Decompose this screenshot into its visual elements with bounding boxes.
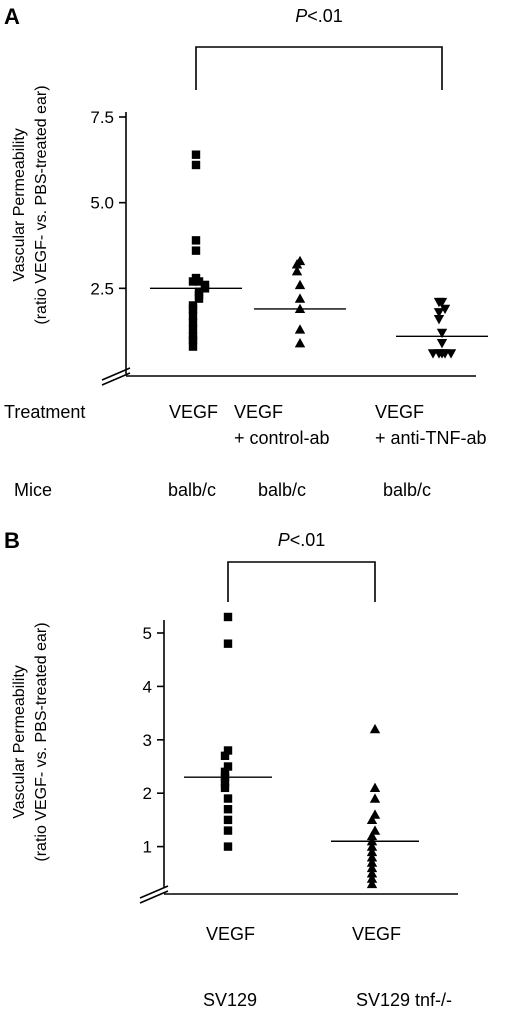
data-point <box>191 150 201 159</box>
data-point <box>366 830 378 841</box>
data-point <box>220 751 230 761</box>
panel-b-letter: B <box>4 528 20 553</box>
data-point <box>188 318 198 327</box>
p-value-label: P<.01 <box>295 6 343 26</box>
data-point <box>366 878 378 889</box>
data-point <box>194 294 204 303</box>
data-point <box>223 815 233 825</box>
data-point <box>188 335 198 344</box>
group-b2-mice: SV129 tnf-/- <box>356 990 452 1010</box>
data-point <box>369 782 381 793</box>
data-point <box>433 297 445 308</box>
data-point <box>366 868 378 878</box>
data-point <box>220 783 230 793</box>
data-point <box>445 349 457 359</box>
treatment-row-label: Treatment <box>4 402 85 422</box>
data-point <box>294 279 306 290</box>
group-a3-label-line1: VEGF <box>375 402 424 422</box>
panel-a-letter: A <box>4 4 20 29</box>
panel-b-significance-bracket: P<.01 <box>227 530 376 602</box>
data-point <box>369 793 381 803</box>
panel-b-ylabel: Vascular Permeability (ratio VEGF- vs. P… <box>11 622 50 861</box>
data-point <box>436 328 448 339</box>
data-point <box>188 277 198 286</box>
panel-a-significance-bracket: P<.01 <box>195 6 443 90</box>
data-point <box>188 311 198 320</box>
data-point <box>439 304 451 315</box>
panel-a: A Vascular Permeability (ratio VEGF- vs.… <box>4 4 488 500</box>
y-tick-label: 5.0 <box>90 194 114 213</box>
data-point <box>220 767 230 777</box>
panel-a-y-ticks: 2.5 5.0 7.5 <box>90 108 126 298</box>
y-tick-label: 5 <box>143 624 152 643</box>
y-tick-label: 2 <box>143 784 152 803</box>
y-tick-label: 1 <box>143 838 152 857</box>
data-point <box>223 612 233 622</box>
y-tick-label: 3 <box>143 731 152 750</box>
data-point <box>291 259 303 269</box>
data-point <box>223 842 233 851</box>
data-point <box>291 266 303 276</box>
data-point <box>188 342 198 351</box>
y-tick-label: 7.5 <box>90 108 114 127</box>
data-point <box>191 160 201 170</box>
panel-b-ylabel-line2: (ratio VEGF- vs. PBS-treated ear) <box>33 622 50 861</box>
group-a3-mice: balb/c <box>383 480 431 500</box>
panel-b-data-marks <box>184 612 419 889</box>
group-a3-label-line2: + anti-TNF-ab <box>375 428 487 448</box>
data-point <box>191 246 201 255</box>
panel-b-ylabel-line1: Vascular Permeability <box>11 665 28 819</box>
panel-a-axis-break <box>101 367 131 386</box>
y-tick-label: 4 <box>143 677 152 696</box>
group-b2-label: VEGF <box>352 924 401 944</box>
data-point <box>366 857 378 867</box>
data-point <box>366 814 378 825</box>
data-point <box>294 293 306 303</box>
data-point <box>223 639 233 648</box>
group-b1-label: VEGF <box>206 924 255 944</box>
data-point <box>427 349 439 359</box>
y-tick-label: 2.5 <box>90 279 114 298</box>
group-a1-label: VEGF <box>169 402 218 422</box>
data-point <box>369 723 381 734</box>
group-a1-mice: balb/c <box>168 480 216 500</box>
panel-a-ylabel-line2: (ratio VEGF- vs. PBS-treated ear) <box>33 85 50 324</box>
data-point <box>223 805 233 814</box>
group-a2-label-line2: + control-ab <box>234 428 330 448</box>
data-point <box>223 746 233 755</box>
data-point <box>223 826 233 835</box>
data-point <box>433 308 445 318</box>
panel-b: B Vascular Permeability (ratio VEGF- vs.… <box>4 528 458 1010</box>
data-point <box>188 325 198 334</box>
data-point <box>366 862 378 873</box>
p-value-label: P<.01 <box>278 530 326 550</box>
data-point <box>366 873 378 883</box>
data-point <box>223 794 233 803</box>
data-point <box>191 236 201 245</box>
data-point <box>366 846 378 857</box>
data-point <box>220 778 230 787</box>
data-point <box>433 315 445 325</box>
panel-a-data-marks <box>150 150 488 359</box>
data-point <box>194 277 204 286</box>
data-point <box>294 337 306 348</box>
panel-b-y-ticks: 1 2 3 4 5 <box>143 624 164 857</box>
mice-row-label: Mice <box>14 480 52 500</box>
data-point <box>294 324 306 334</box>
panel-a-ylabel: Vascular Permeability (ratio VEGF- vs. P… <box>11 85 50 324</box>
group-b1-mice: SV129 <box>203 990 257 1010</box>
data-point <box>223 762 233 771</box>
data-point <box>366 852 378 862</box>
data-point <box>436 339 448 349</box>
group-a2-mice: balb/c <box>258 480 306 500</box>
group-a2-label-line1: VEGF <box>234 402 283 422</box>
panel-a-ylabel-line1: Vascular Permeability <box>11 128 28 282</box>
significance-bracket <box>195 46 443 90</box>
data-point <box>188 304 198 314</box>
data-point <box>366 841 378 851</box>
significance-bracket <box>227 561 376 602</box>
panel-b-axis-break <box>139 885 169 904</box>
